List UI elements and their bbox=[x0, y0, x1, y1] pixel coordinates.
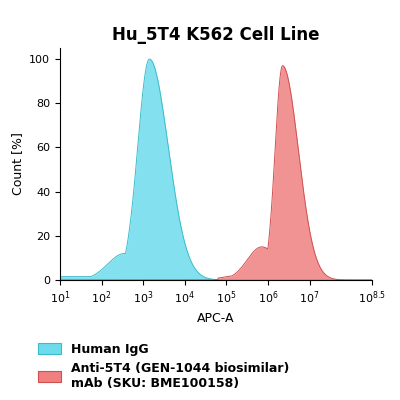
Y-axis label: Count [%]: Count [%] bbox=[11, 132, 24, 196]
Legend: Human IgG, Anti-5T4 (GEN-1044 biosimilar)
mAb (SKU: BME100158): Human IgG, Anti-5T4 (GEN-1044 biosimilar… bbox=[38, 342, 289, 390]
Title: Hu_5T4 K562 Cell Line: Hu_5T4 K562 Cell Line bbox=[112, 26, 320, 44]
X-axis label: APC-A: APC-A bbox=[197, 312, 235, 325]
